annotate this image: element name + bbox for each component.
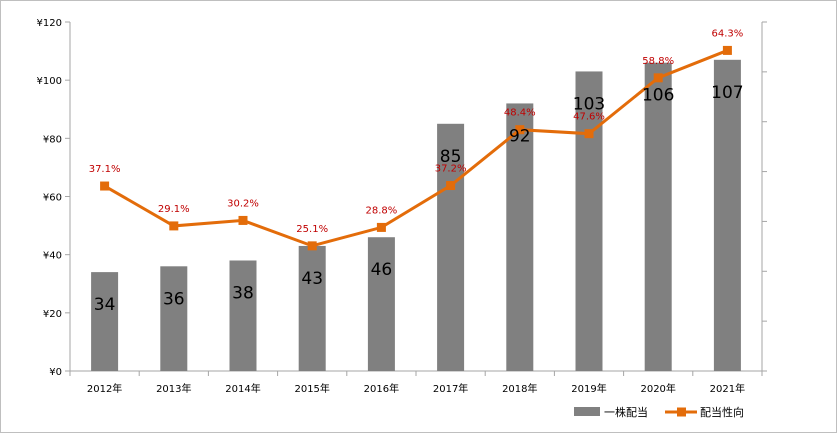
x-axis-tick-label: 2013年 bbox=[156, 382, 191, 395]
x-axis-tick-label: 2012年 bbox=[87, 382, 122, 395]
bar-data-label: 38 bbox=[232, 283, 254, 303]
bar-data-label: 85 bbox=[440, 147, 462, 167]
payout-ratio-data-label: 30.2% bbox=[227, 198, 259, 209]
x-axis-tick-label: 2018年 bbox=[502, 382, 537, 395]
payout-ratio-data-label: 64.3% bbox=[712, 28, 744, 39]
bar-2018年 bbox=[506, 103, 534, 371]
bar-data-label: 103 bbox=[573, 94, 605, 114]
bar-data-label: 92 bbox=[509, 126, 531, 146]
bar-data-label: 107 bbox=[711, 83, 743, 103]
x-axis-tick-label: 2014年 bbox=[225, 382, 260, 395]
left-axis-tick-label: ¥20 bbox=[43, 309, 62, 320]
payout-ratio-data-label: 37.1% bbox=[89, 164, 121, 175]
payout-ratio-point bbox=[100, 181, 110, 191]
payout-ratio-point bbox=[722, 45, 732, 55]
bar-2019年 bbox=[575, 71, 603, 372]
left-axis-tick-label: ¥100 bbox=[37, 76, 62, 87]
bar-2013年 bbox=[160, 266, 188, 371]
bar-data-label: 43 bbox=[301, 269, 323, 289]
legend-label-payout: 配当性向 bbox=[700, 405, 744, 419]
x-axis-tick-label: 2021年 bbox=[710, 382, 745, 395]
payout-ratio-data-label: 37.2% bbox=[435, 164, 467, 175]
payout-ratio-point bbox=[515, 125, 525, 135]
bar-2015年 bbox=[298, 245, 326, 371]
payout-ratio-data-label: 58.8% bbox=[642, 56, 674, 67]
payout-ratio-point bbox=[653, 73, 663, 83]
bar-2021年 bbox=[713, 59, 741, 371]
x-axis-tick-label: 2019年 bbox=[571, 382, 606, 395]
left-axis-tick-label: ¥80 bbox=[43, 134, 62, 145]
bar-2014年 bbox=[229, 260, 257, 371]
bar-2016年 bbox=[367, 237, 395, 371]
bar-data-label: 46 bbox=[371, 260, 393, 280]
payout-ratio-point bbox=[169, 221, 179, 231]
bar-2020年 bbox=[644, 62, 672, 371]
x-axis-tick-label: 2020年 bbox=[640, 382, 675, 395]
bar-data-label: 106 bbox=[642, 86, 674, 106]
legend-label-dividend: 一株配当 bbox=[604, 405, 648, 419]
left-axis-tick-label: ¥60 bbox=[43, 193, 62, 204]
left-axis-tick-label: ¥0 bbox=[49, 367, 62, 378]
x-axis-tick-label: 2015年 bbox=[294, 382, 329, 395]
payout-ratio-line bbox=[103, 49, 728, 248]
payout-ratio-data-label: 47.6% bbox=[573, 112, 605, 123]
payout-ratio-data-label: 29.1% bbox=[158, 204, 190, 215]
payout-ratio-point bbox=[238, 215, 248, 225]
payout-ratio-point bbox=[446, 181, 456, 191]
payout-ratio-data-label: 28.8% bbox=[366, 205, 398, 216]
bar-2012年 bbox=[91, 272, 119, 371]
payout-ratio-point bbox=[584, 129, 594, 139]
bar-data-label: 36 bbox=[163, 289, 185, 309]
bar-2017年 bbox=[437, 123, 465, 372]
x-axis-tick-label: 2016年 bbox=[364, 382, 399, 395]
legend-marker-payout bbox=[677, 407, 686, 417]
legend-swatch-dividend bbox=[574, 407, 600, 416]
payout-ratio-point bbox=[376, 222, 386, 232]
x-axis-tick-label: 2017年 bbox=[433, 382, 468, 395]
payout-ratio-data-label: 25.1% bbox=[296, 224, 328, 235]
payout-ratio-point bbox=[307, 241, 317, 251]
payout-ratio-data-label: 48.4% bbox=[504, 108, 536, 119]
left-axis-tick-label: ¥40 bbox=[43, 251, 62, 262]
left-axis-tick-label: ¥120 bbox=[37, 18, 62, 29]
bar-data-label: 34 bbox=[94, 295, 116, 315]
